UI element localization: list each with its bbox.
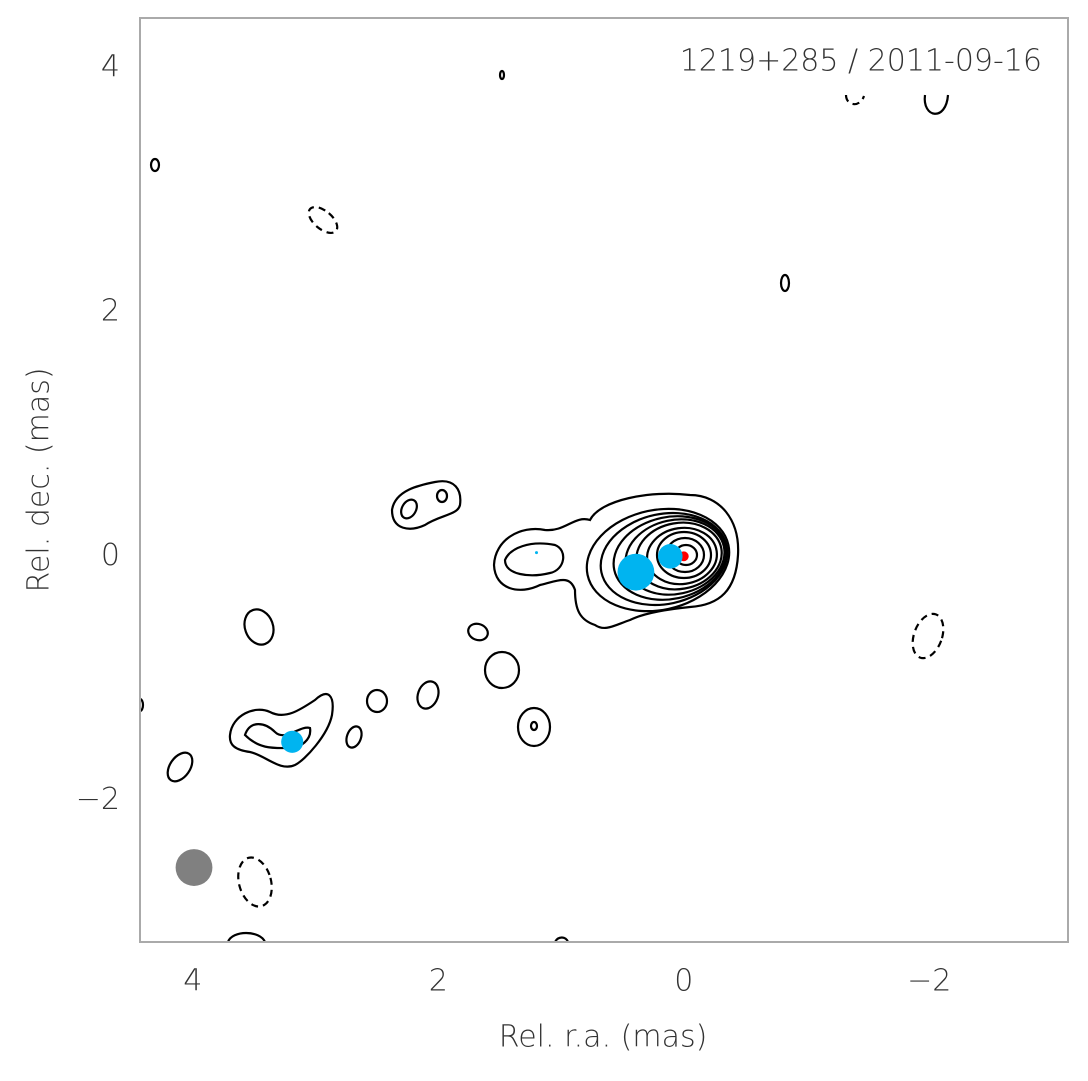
contour [226,931,267,942]
contour [554,936,570,942]
plot-frame [139,17,1069,943]
contour [140,697,145,713]
y-tick-label: −2 [76,782,120,817]
contour [483,650,521,690]
y-axis-label: Rel. dec. (mas) [22,367,57,592]
contour [228,693,334,768]
contour [516,706,552,748]
contour [923,94,950,115]
x-tick-label: 2 [429,964,448,999]
contour [416,680,440,710]
contour [467,622,489,642]
contour [435,488,449,504]
contour [529,720,539,732]
contour [585,507,731,613]
contour [779,273,791,293]
y-tick-label: 4 [101,50,120,85]
contour [655,530,713,580]
y-tick-label: 0 [101,538,120,573]
contour [498,69,506,81]
x-tick-label: 0 [674,964,693,999]
y-tick-label: 2 [101,294,120,329]
component [281,730,304,753]
contour [149,157,161,173]
annotation: 1219+285 / 2011-09-16 [680,44,1042,79]
contour [307,205,339,235]
contour [492,492,740,629]
contour [612,515,728,601]
contour [503,542,565,577]
x-tick-label: −2 [907,964,951,999]
component [617,553,655,591]
contour [911,612,945,660]
contour [345,725,363,749]
contour [844,94,866,106]
contour [243,608,275,646]
contour [166,751,194,783]
contour [243,723,312,750]
x-tick-label: 4 [183,964,202,999]
component [175,849,213,886]
contour [390,480,462,530]
contour [400,498,418,520]
x-axis-label: Rel. r.a. (mas) [499,1020,708,1055]
component [534,551,538,555]
contours [140,69,950,942]
contour [365,688,389,714]
contour [237,856,273,908]
component [658,544,683,569]
